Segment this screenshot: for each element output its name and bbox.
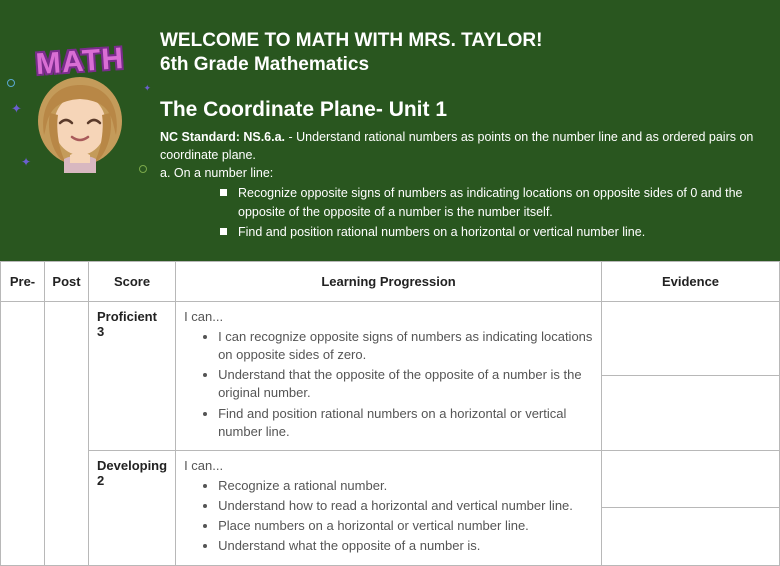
col-evidence: Evidence	[602, 261, 780, 301]
star-icon: ✦	[11, 101, 22, 117]
ring-icon	[139, 165, 147, 173]
table-row: Developing 2 I can... Recognize a ration…	[1, 450, 780, 507]
score-cell: Developing 2	[89, 450, 176, 565]
avatar-area: MATH ✦ ✦ ✦	[15, 45, 145, 173]
score-num: 3	[97, 324, 104, 339]
pre-cell[interactable]	[1, 301, 45, 565]
col-pre: Pre-	[1, 261, 45, 301]
teacher-avatar	[30, 73, 130, 173]
score-label: Developing	[97, 458, 167, 473]
post-cell[interactable]	[45, 301, 89, 565]
lp-item: Understand how to read a horizontal and …	[218, 497, 593, 515]
score-label: Proficient	[97, 309, 157, 324]
lp-cell: I can... I can recognize opposite signs …	[176, 301, 602, 450]
lp-item: Understand what the opposite of a number…	[218, 537, 593, 555]
col-score: Score	[89, 261, 176, 301]
star-icon: ✦	[143, 83, 151, 94]
standard-label: NC Standard: NS.6.a.	[160, 130, 285, 144]
standard-sub-intro: a. On a number line:	[160, 166, 273, 180]
lp-item: Find and position rational numbers on a …	[218, 405, 593, 441]
lp-intro: I can...	[184, 458, 593, 473]
score-cell: Proficient 3	[89, 301, 176, 450]
evidence-cell[interactable]	[602, 450, 780, 507]
table-header-row: Pre- Post Score Learning Progression Evi…	[1, 261, 780, 301]
lp-item: Recognize a rational number.	[218, 477, 593, 495]
lp-intro: I can...	[184, 309, 593, 324]
lp-list: I can recognize opposite signs of number…	[184, 328, 593, 441]
evidence-cell[interactable]	[602, 376, 780, 451]
lp-item: Place numbers on a horizontal or vertica…	[218, 517, 593, 535]
grade-subtitle: 6th Grade Mathematics	[160, 54, 780, 76]
standard-item: Find and position rational numbers on a …	[220, 223, 780, 241]
standard-item: Recognize opposite signs of numbers as i…	[220, 184, 780, 220]
rubric-table: Pre- Post Score Learning Progression Evi…	[0, 261, 780, 566]
standard-block: NC Standard: NS.6.a. - Understand ration…	[160, 128, 780, 241]
unit-title: The Coordinate Plane- Unit 1	[160, 98, 780, 122]
lp-item: Understand that the opposite of the oppo…	[218, 366, 593, 402]
score-num: 2	[97, 473, 104, 488]
welcome-title: WELCOME TO MATH WITH MRS. TAYLOR!	[160, 30, 780, 52]
lp-item: I can recognize opposite signs of number…	[218, 328, 593, 364]
standard-list: Recognize opposite signs of numbers as i…	[160, 184, 780, 240]
col-learning-progression: Learning Progression	[176, 261, 602, 301]
lp-list: Recognize a rational number. Understand …	[184, 477, 593, 556]
evidence-cell[interactable]	[602, 301, 780, 376]
table-row: Proficient 3 I can... I can recognize op…	[1, 301, 780, 376]
lp-cell: I can... Recognize a rational number. Un…	[176, 450, 602, 565]
evidence-cell[interactable]	[602, 508, 780, 565]
page-header: MATH ✦ ✦ ✦ WELCOME TO MATH WITH MRS. TAY…	[0, 0, 780, 261]
ring-icon	[7, 79, 15, 87]
col-post: Post	[45, 261, 89, 301]
